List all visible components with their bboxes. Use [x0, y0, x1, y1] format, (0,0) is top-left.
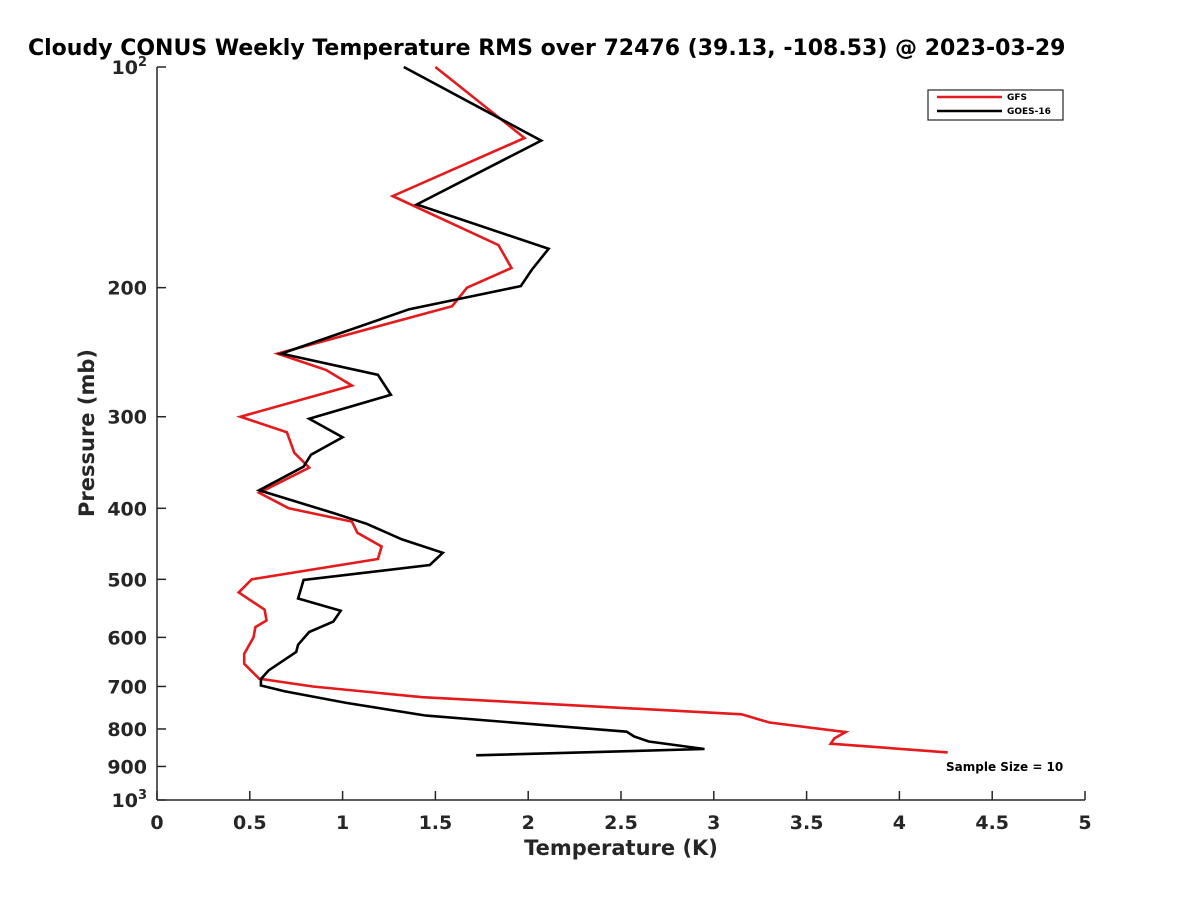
chart-title: Cloudy CONUS Weekly Temperature RMS over…: [28, 36, 1065, 61]
series-line-goes-16: [255, 65, 705, 757]
x-tick-label: 1.5: [419, 812, 453, 834]
x-tick-label: 3: [707, 812, 720, 834]
series-lines: [236, 65, 948, 757]
series-line-gfs: [236, 65, 948, 754]
x-tick-label: 1: [336, 812, 349, 834]
y-tick-label: 400: [107, 498, 147, 520]
y-tick-label: 500: [107, 569, 147, 591]
sample-size-annotation: Sample Size = 10: [946, 760, 1063, 774]
y-tick-base: 10: [112, 790, 138, 812]
legend-label-goes-16: GOES-16: [1007, 107, 1051, 117]
y-tick-label: 103: [112, 788, 148, 812]
x-tick-label: 2: [522, 812, 535, 834]
x-tick-label: 2.5: [604, 812, 638, 834]
y-tick-label: 300: [107, 407, 147, 429]
y-tick-base: 10: [112, 57, 138, 79]
y-tick-label: 102: [112, 55, 148, 79]
y-tick-label: 800: [107, 719, 147, 741]
x-axis-ticks: 0 0.5 1 1.5 2 2.5 3 3.5 4 4.5 5: [150, 791, 1092, 834]
y-tick-exponent: 2: [138, 55, 147, 70]
legend-label-gfs: GFS: [1007, 93, 1027, 103]
legend-box: [927, 89, 1064, 121]
y-tick-label: 200: [107, 278, 147, 300]
y-tick-label: 600: [107, 627, 147, 649]
x-tick-label: 3.5: [790, 812, 824, 834]
x-tick-label: 0.5: [233, 812, 267, 834]
y-tick-label: 700: [107, 676, 147, 698]
legend: GFS GOES-16: [927, 89, 1064, 121]
y-axis-label: Pressure (mb): [75, 349, 99, 517]
y-tick-exponent: 3: [138, 788, 147, 803]
x-tick-label: 4.5: [975, 812, 1009, 834]
x-axis-label: Temperature (K): [524, 836, 718, 860]
y-tick-label: 900: [107, 756, 147, 778]
x-tick-label: 4: [893, 812, 906, 834]
x-tick-label: 5: [1078, 812, 1091, 834]
x-tick-label: 0: [150, 812, 163, 834]
